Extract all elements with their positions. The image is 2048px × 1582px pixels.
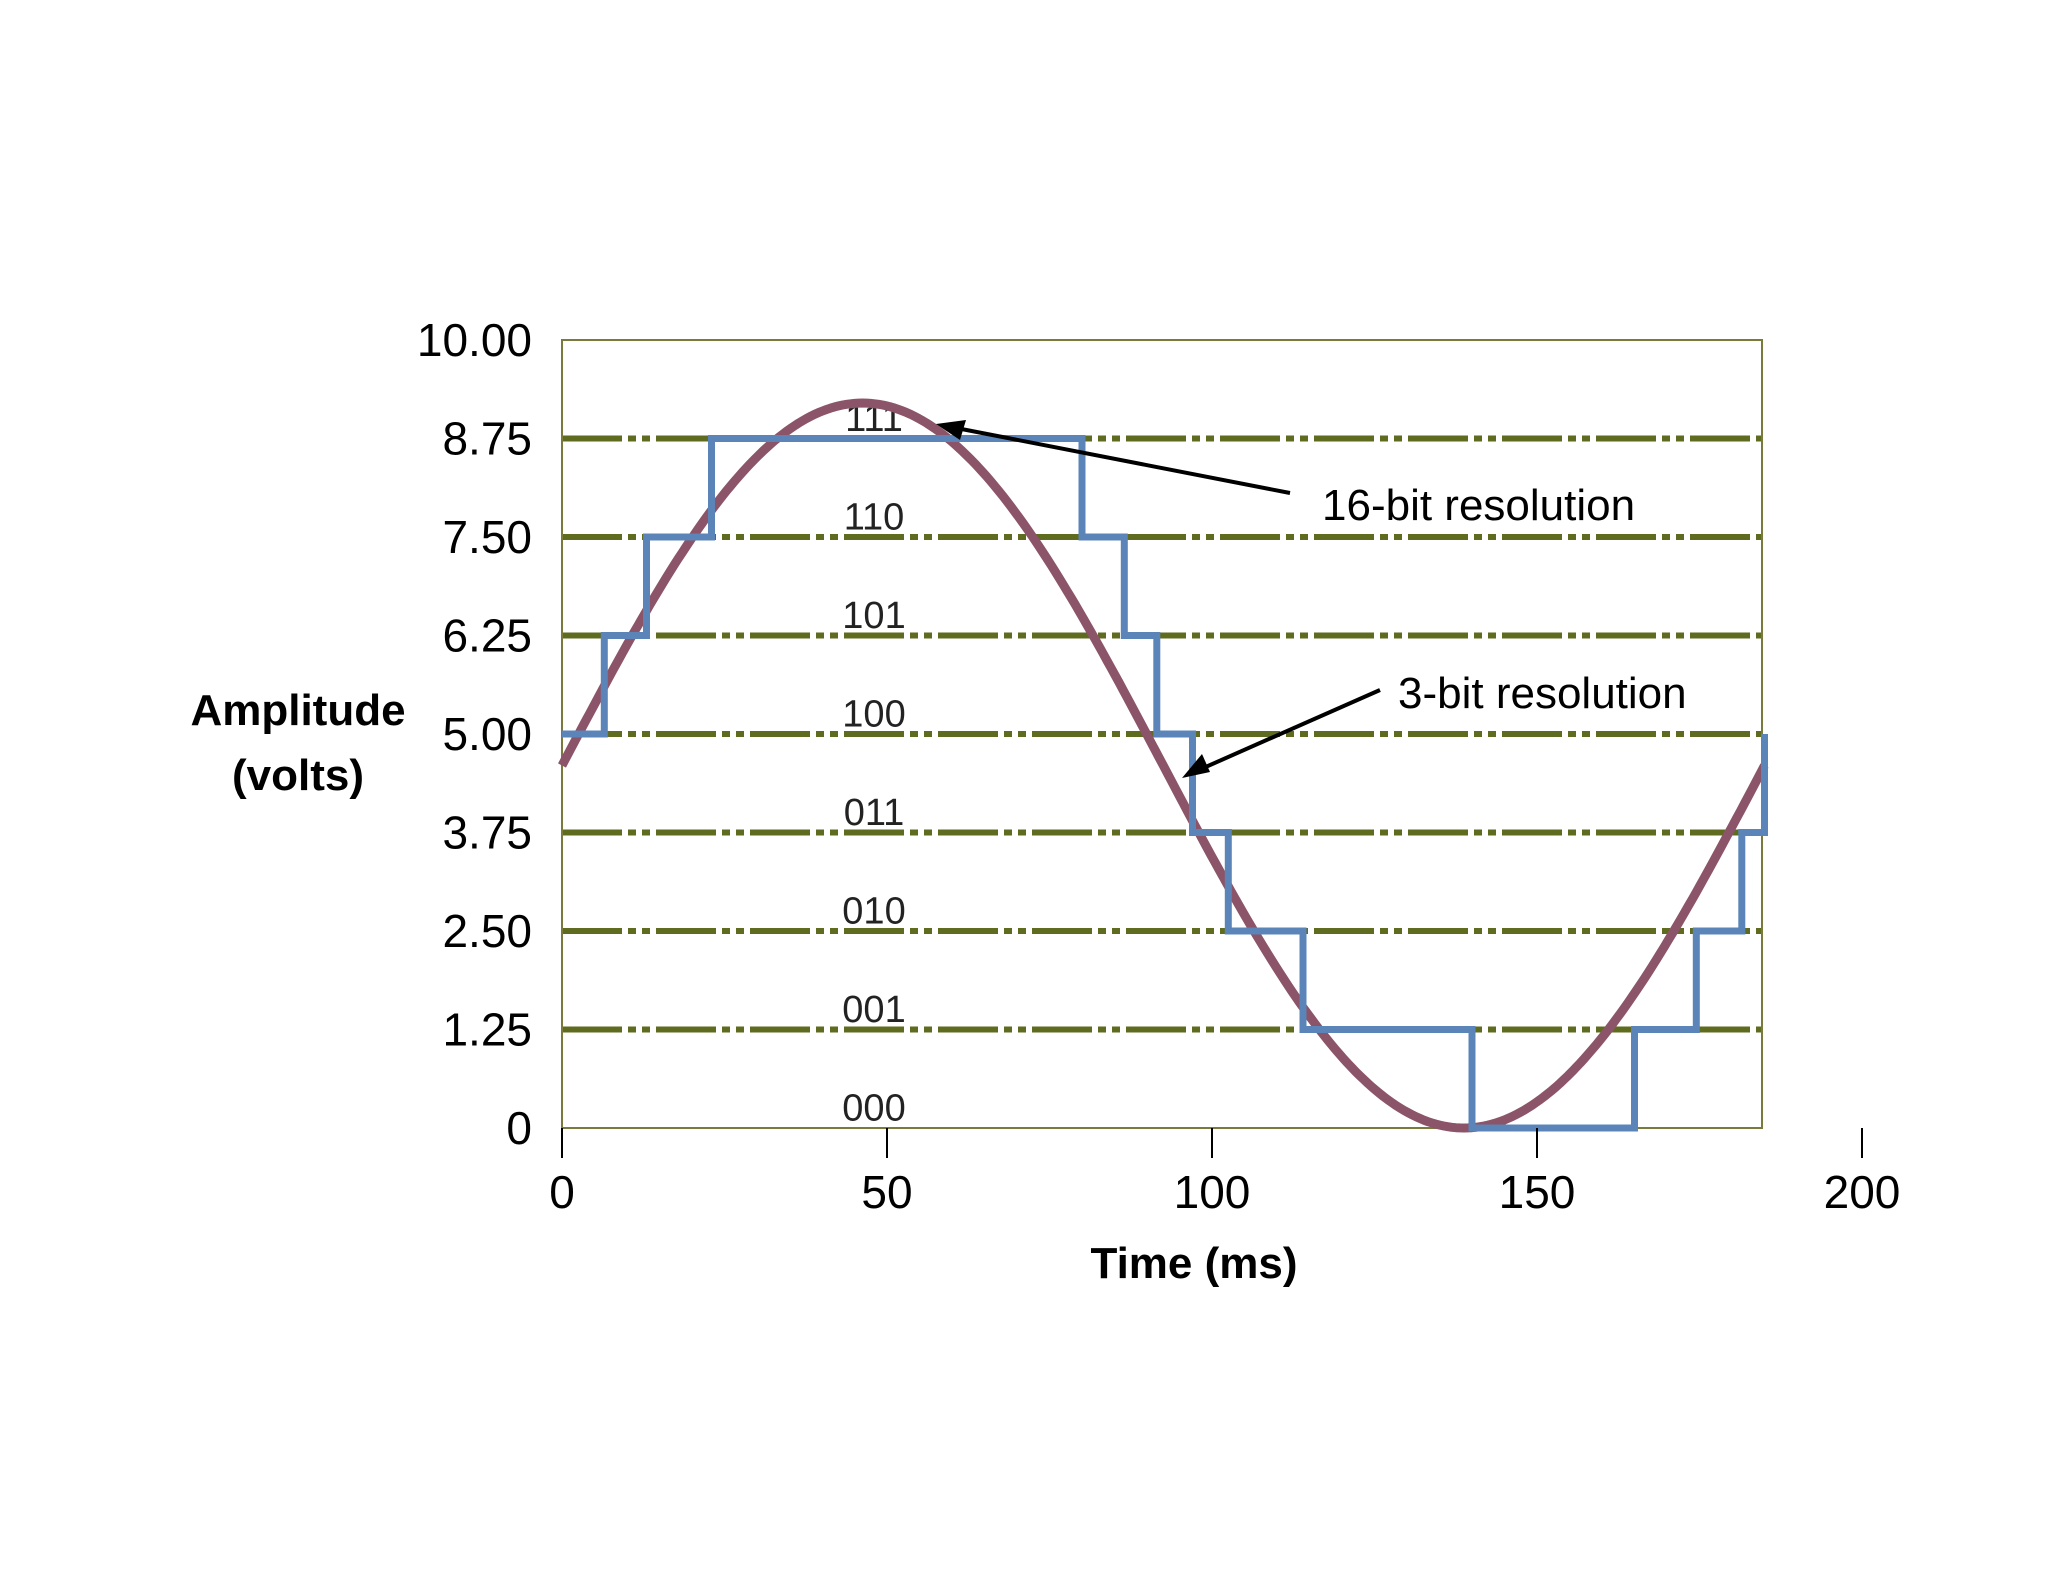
level-code-010: 010 — [842, 890, 905, 932]
level-code-001: 001 — [842, 989, 905, 1031]
axes: 0 1.25 2.50 3.75 5.00 6.25 7.50 8.75 10.00 0 50 100… — [417, 314, 1901, 1218]
annotations: 16-bit resolution 3-bit resolution — [936, 420, 1687, 778]
y-tick-label-5: 6.25 — [442, 610, 532, 662]
y-tick-label-6: 7.50 — [442, 511, 532, 563]
series-16bit-curve — [558, 398, 1769, 1133]
level-code-110: 110 — [844, 496, 905, 538]
annotation-16bit-arrowhead — [936, 420, 966, 440]
x-tick-label-1: 50 — [861, 1166, 912, 1218]
series-3bit-steps — [562, 435, 1768, 1132]
y-axis-title: Amplitude (volts) — [190, 686, 405, 800]
y-tick-label-8: 10.00 — [417, 314, 532, 366]
y-tick-label-0: 0 — [506, 1102, 532, 1154]
y-axis-title-line-2: (volts) — [232, 751, 364, 800]
level-code-101: 101 — [842, 595, 905, 637]
annotation-3bit-label: 3-bit resolution — [1398, 669, 1687, 718]
series-layer — [558, 398, 1769, 1133]
x-tick-label-4: 200 — [1824, 1166, 1901, 1218]
x-tick-label-0: 0 — [549, 1166, 575, 1218]
x-tick-label-2: 100 — [1174, 1166, 1251, 1218]
annotation-16bit-arrow — [945, 424, 1291, 495]
annotation-16bit-label: 16-bit resolution — [1322, 481, 1635, 530]
y-tick-label-2: 2.50 — [442, 905, 532, 957]
annotation-3bit-arrowhead — [1182, 754, 1210, 778]
x-tick-label-3: 150 — [1499, 1166, 1576, 1218]
y-tick-label-1: 1.25 — [442, 1004, 532, 1056]
level-code-100: 100 — [842, 693, 905, 735]
annotation-3bit-arrow — [1191, 688, 1381, 775]
y-tick-label-3: 3.75 — [442, 807, 532, 859]
y-tick-label-4: 5.00 — [442, 708, 532, 760]
y-tick-label-7: 8.75 — [442, 413, 532, 465]
level-code-011: 011 — [844, 792, 905, 834]
x-axis-title: Time (ms) — [1090, 1239, 1297, 1288]
y-axis-title-line-1: Amplitude — [190, 686, 405, 735]
level-code-000: 000 — [842, 1087, 905, 1129]
